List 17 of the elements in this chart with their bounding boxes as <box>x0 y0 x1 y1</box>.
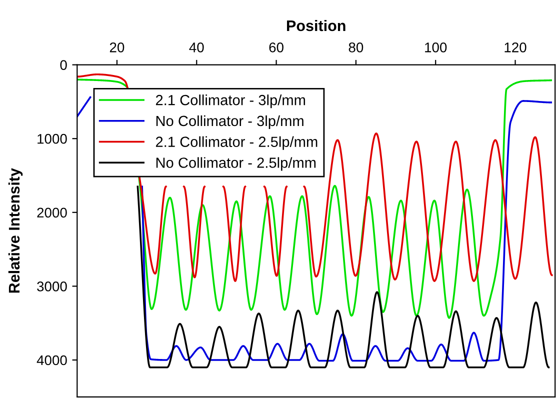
x-tick-label: 120 <box>504 42 526 52</box>
x-tick-label: 80 <box>348 42 364 52</box>
x-tick-label: 20 <box>110 42 124 52</box>
y-tick-label: 1000 <box>38 134 67 144</box>
x-tick-label: 60 <box>269 42 284 52</box>
y-tick-label: 2000 <box>37 208 67 218</box>
x-tick-label: 40 <box>189 42 204 52</box>
legend-label: 2.1 Collimator - 2.5lp/mm <box>156 136 318 150</box>
x-tick-label: 100 <box>425 42 447 52</box>
y-tick-label: 0 <box>60 60 67 70</box>
legend-label: No Collimator - 2.5lp/mm <box>156 157 316 171</box>
x-axis-title: Position <box>287 20 346 32</box>
legend-label: 2.1 Collimator - 3lp/mm <box>156 94 306 108</box>
y-axis-title: Relative Intensity <box>8 168 23 293</box>
y-tick-label: 4000 <box>36 355 67 366</box>
legend-label: No Collimator - 3lp/mm <box>156 115 304 130</box>
y-tick-label: 3000 <box>37 282 67 292</box>
